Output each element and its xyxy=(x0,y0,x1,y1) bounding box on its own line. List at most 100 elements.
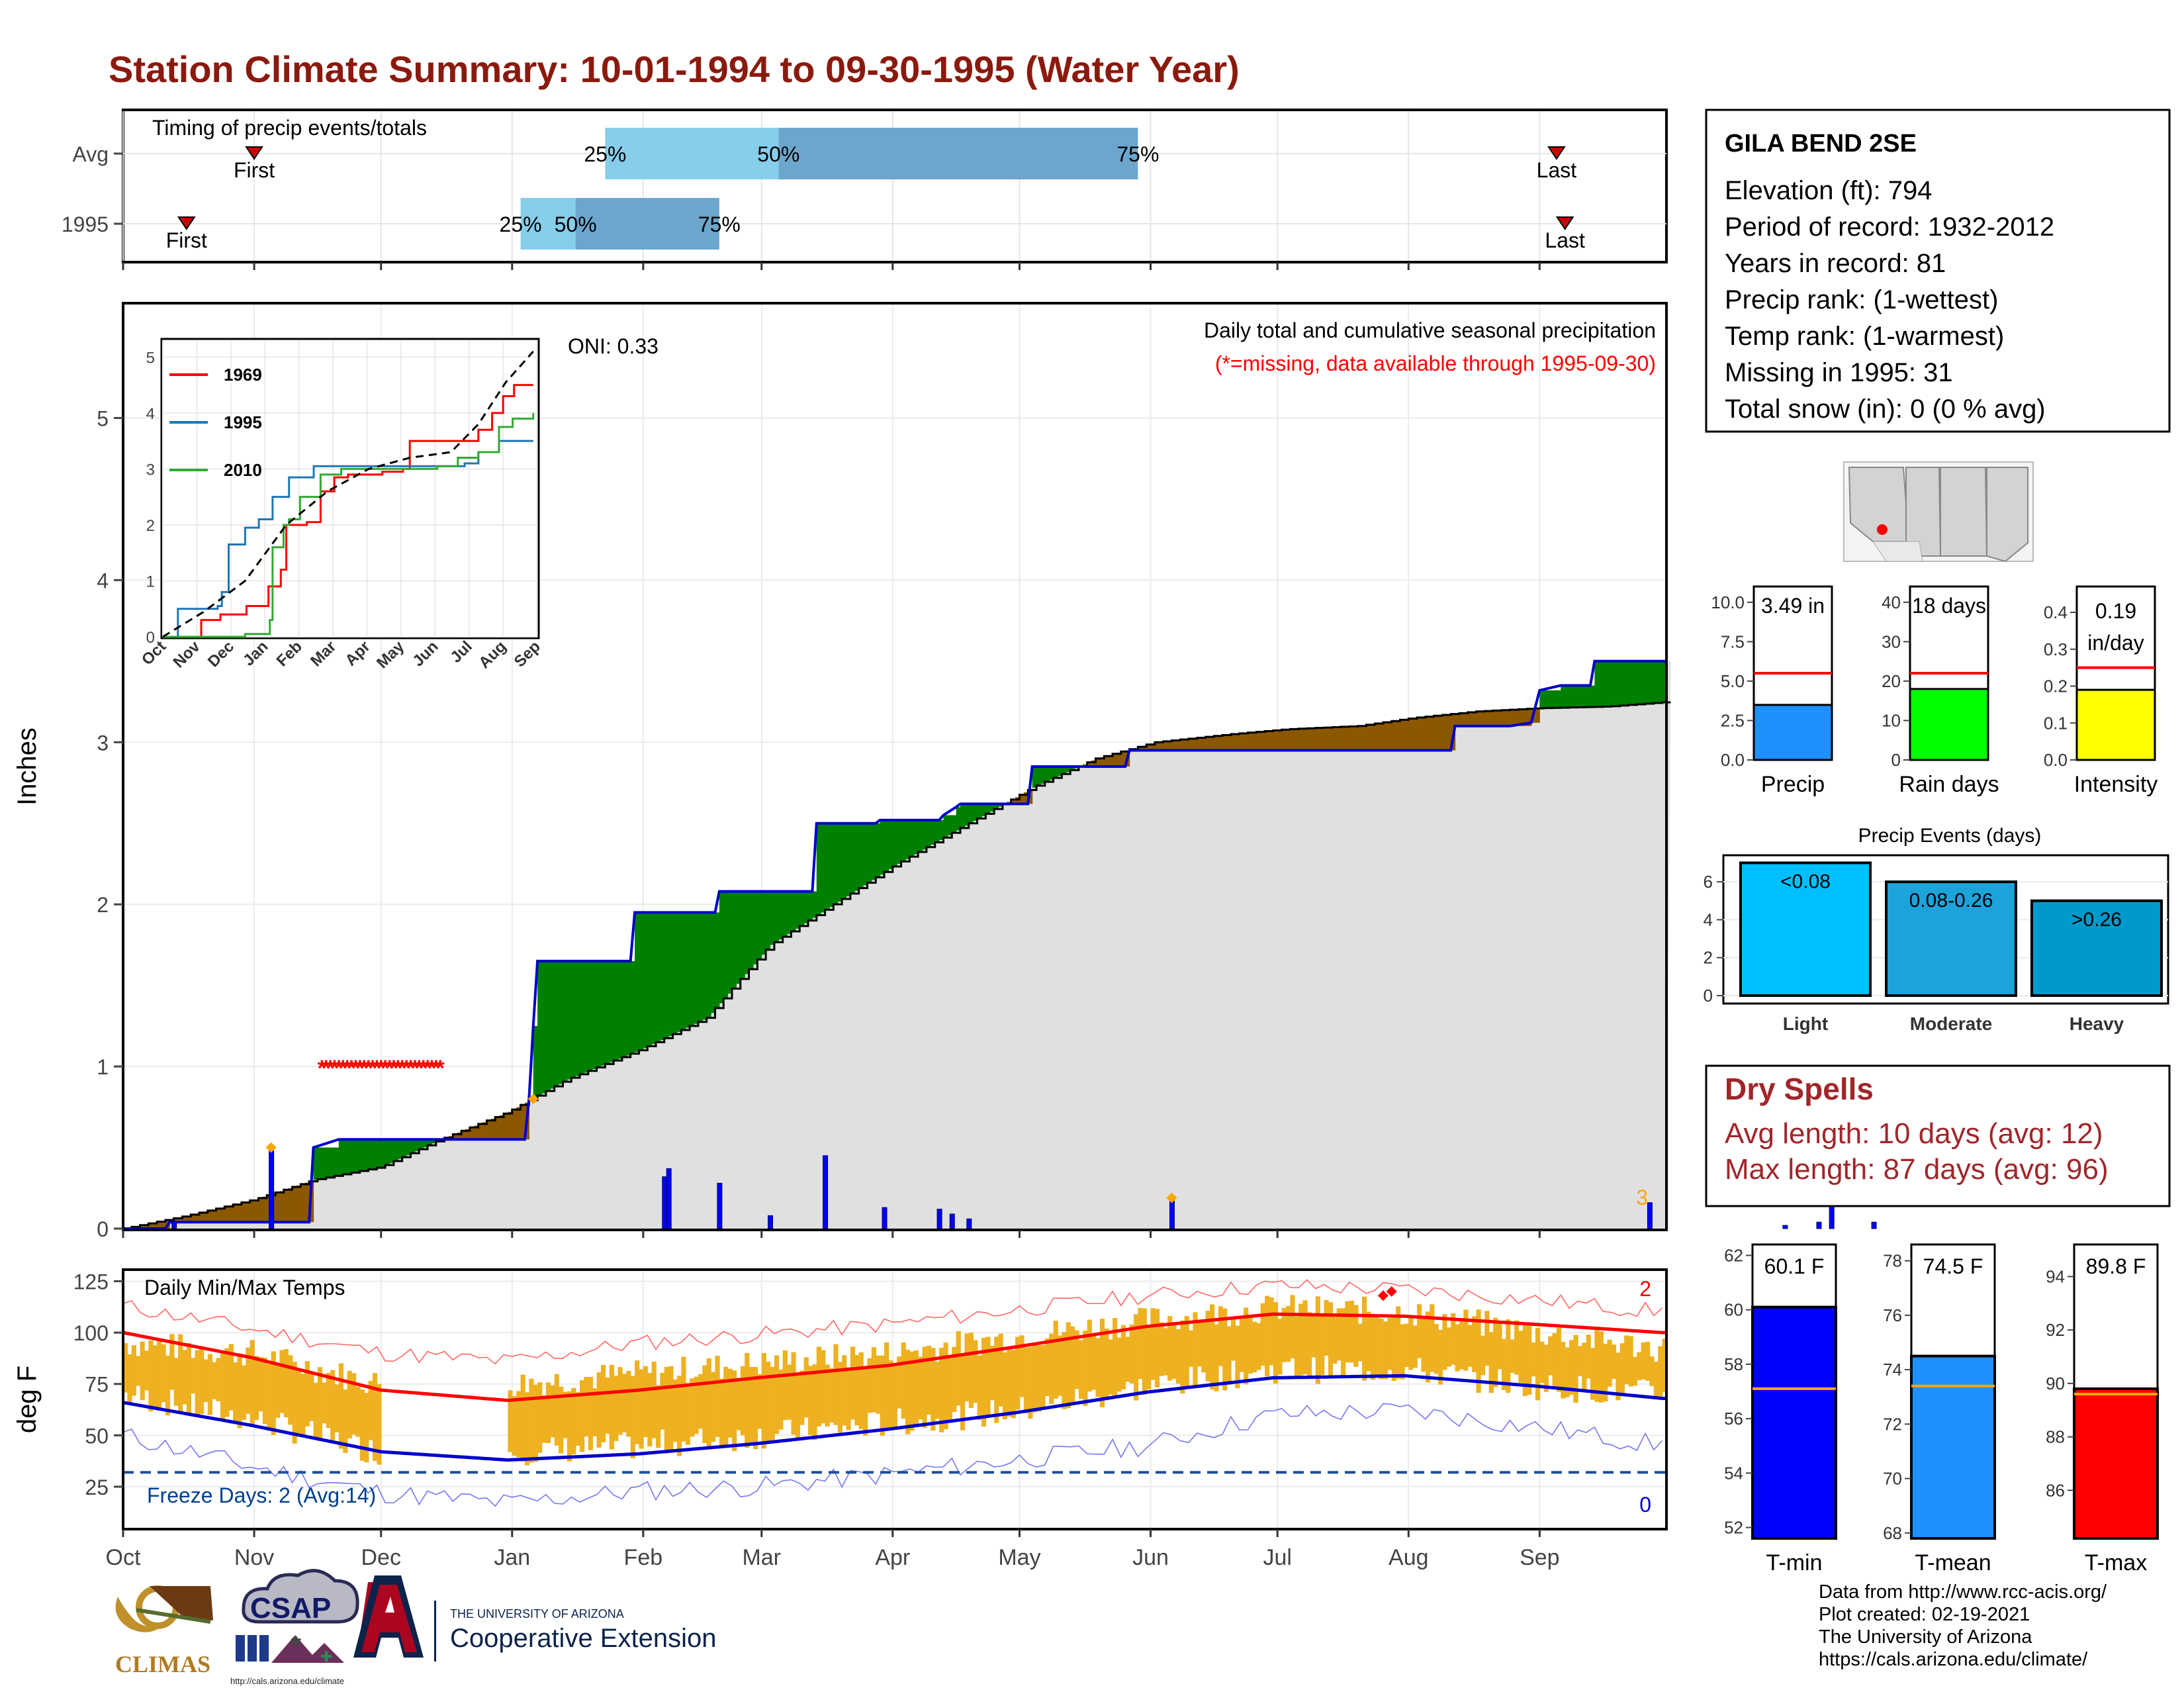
below-average-band xyxy=(246,1201,251,1223)
daily-temp-bar xyxy=(322,1382,327,1424)
missing-marker: * xyxy=(318,1056,327,1081)
daily-temp-bar xyxy=(254,1356,259,1421)
daily-precip-bar xyxy=(949,1213,955,1229)
temp-summary-tick-label: 76 xyxy=(1883,1305,1902,1325)
temp-summary-tick-label: 58 xyxy=(1724,1354,1743,1374)
below-average-band xyxy=(1019,794,1024,804)
daily-precip-bar xyxy=(768,1215,774,1229)
daily-temp-bar xyxy=(1171,1322,1177,1380)
daily-temp-bar xyxy=(262,1357,268,1425)
above-average-band xyxy=(330,1147,336,1177)
first-label: First xyxy=(234,158,275,182)
daily-temp-bar xyxy=(854,1354,860,1426)
first-marker xyxy=(245,146,263,160)
daily-temp-bar xyxy=(605,1378,610,1434)
above-average-band xyxy=(621,961,627,1057)
daily-temp-bar xyxy=(144,1350,150,1391)
missing-marker: * xyxy=(330,1056,340,1081)
daily-temp-bar xyxy=(309,1374,314,1421)
below-average-band xyxy=(228,1205,234,1223)
above-average-band xyxy=(745,891,750,974)
daily-temp-bar xyxy=(1260,1303,1265,1366)
month-label: Oct xyxy=(106,1545,141,1570)
daily-temp-bar xyxy=(161,1344,166,1402)
below-average-band xyxy=(1387,722,1392,751)
daily-temp-bar xyxy=(952,1346,957,1412)
daily-temp-bar xyxy=(1019,1335,1024,1397)
daily-temp-bar xyxy=(1011,1350,1016,1419)
daily-temp-bar xyxy=(799,1370,805,1425)
above-average-band xyxy=(1543,690,1549,708)
above-average-band xyxy=(550,961,555,1089)
daily-temp-bar xyxy=(1302,1300,1308,1374)
daily-temp-bar xyxy=(837,1362,842,1433)
daily-temp-bar xyxy=(888,1360,893,1430)
below-average-band xyxy=(1142,745,1147,751)
daily-temp-bar xyxy=(1095,1338,1101,1397)
above-average-band xyxy=(596,961,602,1068)
above-average-band xyxy=(672,912,678,1035)
summary-bar-tick-label: 0.4 xyxy=(2044,602,2068,622)
above-average-band xyxy=(723,891,729,999)
daily-temp-bar xyxy=(1133,1314,1139,1401)
above-average-band xyxy=(567,961,572,1080)
daily-temp-bar xyxy=(981,1337,987,1427)
daily-temp-bar xyxy=(520,1374,525,1462)
summary-bar-tick-label: 0.0 xyxy=(2044,750,2068,770)
daily-temp-bar xyxy=(1201,1322,1206,1373)
daily-temp-bar xyxy=(770,1366,775,1442)
daily-temp-bar xyxy=(1433,1324,1439,1374)
below-average-band xyxy=(1472,712,1477,726)
daily-temp-bar xyxy=(1607,1339,1612,1387)
below-average-band xyxy=(199,1212,204,1223)
above-average-band xyxy=(998,804,1003,807)
daily-temp-bar xyxy=(1341,1308,1346,1376)
daily-temp-bar xyxy=(1108,1339,1113,1395)
summary-bar-value-label: 18 days xyxy=(1912,594,1986,618)
daily-temp-bar xyxy=(947,1357,953,1423)
above-average-band xyxy=(922,820,927,850)
missing-marker: * xyxy=(436,1056,445,1081)
daily-temp-bar xyxy=(626,1370,631,1437)
summary-bar-value xyxy=(1909,688,1989,761)
below-average-band xyxy=(1095,758,1101,767)
summary-bars: 0.0 2.5 5.0 7.5 10.0 3.49 in Precip 0 10 20 30 40 18… xyxy=(1711,585,2158,797)
temp-summary-tick-label: 78 xyxy=(1883,1251,1902,1271)
below-average-band xyxy=(1175,739,1181,751)
above-average-band xyxy=(858,823,864,888)
missing-marker: * xyxy=(326,1056,335,1081)
daily-temp-bar xyxy=(968,1333,974,1408)
above-average-band xyxy=(694,912,699,1024)
below-average-band xyxy=(1222,735,1228,751)
above-average-band xyxy=(711,912,716,1013)
daily-precip-bar xyxy=(717,1182,723,1229)
above-average-band xyxy=(533,1025,538,1098)
daily-temp-bar xyxy=(892,1365,897,1427)
daily-temp-bar xyxy=(1543,1344,1549,1392)
daily-temp-bar xyxy=(228,1344,234,1411)
below-average-band xyxy=(1171,740,1177,751)
daily-temp-bar xyxy=(1653,1361,1659,1399)
below-average-band xyxy=(1425,716,1430,751)
daily-temp-bar xyxy=(672,1379,678,1442)
oni-label: ONI: 0.33 xyxy=(568,334,659,358)
temp-summary-value-label: 89.8 F xyxy=(2086,1254,2146,1278)
above-average-band xyxy=(698,912,703,1022)
above-average-band xyxy=(592,961,598,1070)
summary-bar-tick-label: 0.3 xyxy=(2044,639,2068,659)
daily-temp-bar xyxy=(1535,1327,1541,1401)
daily-temp-bar xyxy=(537,1382,543,1453)
below-average-band xyxy=(178,1217,183,1223)
below-average-band xyxy=(212,1209,217,1223)
above-average-band xyxy=(614,961,619,1061)
above-average-band xyxy=(960,804,966,828)
below-average-band xyxy=(1488,710,1494,726)
daily-temp-bar xyxy=(1154,1309,1160,1387)
daily-temp-bar xyxy=(529,1378,534,1463)
daily-temp-bar xyxy=(1552,1333,1557,1387)
below-average-band xyxy=(304,1182,310,1223)
daily-temp-bar xyxy=(850,1346,856,1420)
temp-summary-value-label: 60.1 F xyxy=(1764,1254,1825,1278)
below-average-band xyxy=(1180,739,1185,751)
below-average-band xyxy=(1298,728,1304,751)
